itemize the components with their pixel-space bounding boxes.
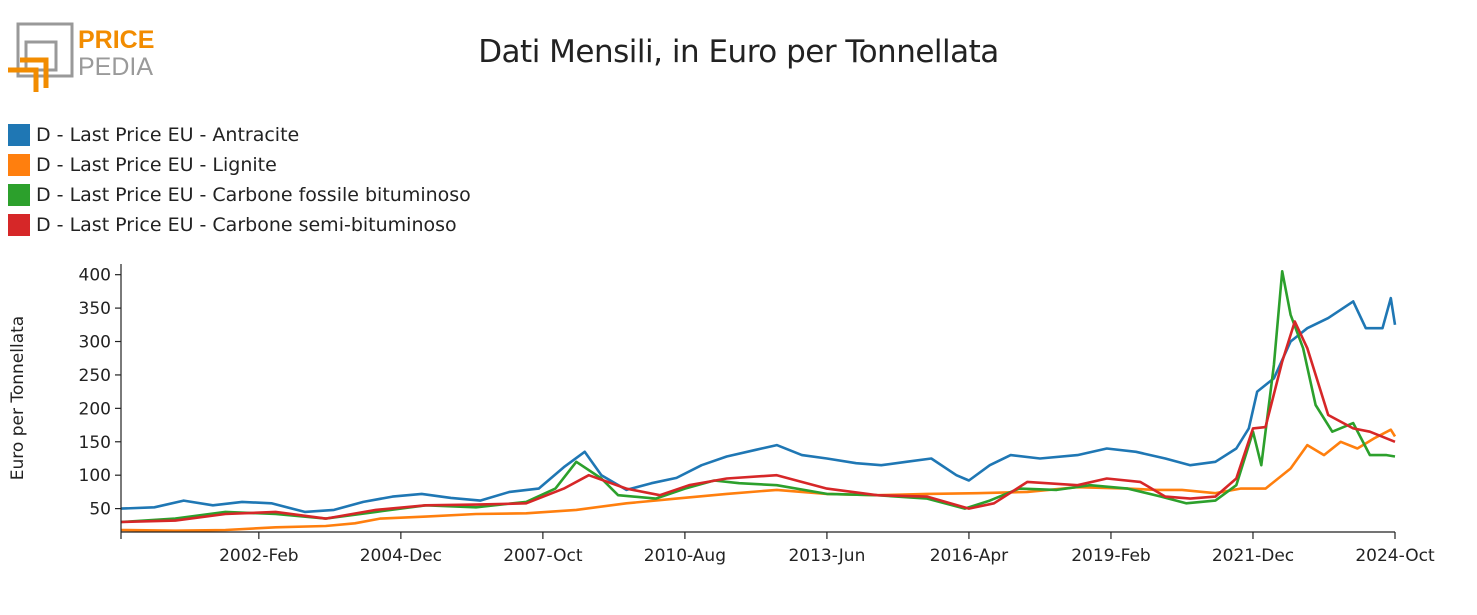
legend-swatch [8,184,30,206]
y-tick-label: 150 [79,433,111,453]
legend-swatch [8,124,30,146]
plot-area [120,270,1397,532]
series-line-4[interactable] [120,320,1396,524]
series-line-1[interactable] [120,296,1397,514]
x-tick-label: 2002-Feb [219,546,299,566]
series-line-2[interactable] [120,428,1397,532]
logo-text-price: PRICE [78,26,154,54]
logo-mark [8,22,74,92]
legend-item[interactable]: D - Last Price EU - Carbone semi-bitumin… [8,210,471,240]
y-tick-label: 350 [79,299,111,319]
legend-item[interactable]: D - Last Price EU - Antracite [8,120,471,150]
legend-label: D - Last Price EU - Carbone semi-bitumin… [36,214,457,236]
y-tick-label: 50 [89,500,111,520]
legend-label: D - Last Price EU - Antracite [36,124,300,146]
axes: 50 100 150 200 250 300 350 400 2002-Feb 2004-Dec 2… [79,264,1435,566]
legend-swatch [8,154,30,176]
pricepedia-logo: PRICE PEDIA [8,22,154,92]
legend-item[interactable]: D - Last Price EU - Lignite [8,150,471,180]
legend-swatch [8,214,30,236]
legend-item[interactable]: D - Last Price EU - Carbone fossile bitu… [8,180,471,210]
legend-label: D - Last Price EU - Carbone fossile bitu… [36,184,471,206]
y-tick-label: 400 [79,266,111,286]
legend-label: D - Last Price EU - Lignite [36,154,277,176]
chart-title: Dati Mensili, in Euro per Tonnellata [478,34,999,70]
x-tick-label: 2010-Aug [644,546,726,566]
x-tick-label: 2013-Jun [788,546,865,566]
logo-text-pedia: PEDIA [78,53,153,81]
y-tick-label: 100 [79,466,111,486]
x-tick-label: 2016-Apr [930,546,1008,566]
x-tick-label: 2004-Dec [360,546,442,566]
x-tick-label: 2021-Dec [1212,546,1294,566]
y-tick-label: 300 [79,333,111,353]
y-tick-label: 200 [79,399,111,419]
series-line-3[interactable] [120,270,1396,524]
x-tick-label: 2019-Feb [1071,546,1151,566]
legend: D - Last Price EU - Antracite D - Last Pr… [8,120,471,240]
x-tick-label: 2024-Oct [1355,546,1435,566]
y-tick-label: 250 [79,366,111,386]
y-axis-title: Euro per Tonnellata [8,316,28,480]
x-tick-label: 2007-Oct [503,546,583,566]
